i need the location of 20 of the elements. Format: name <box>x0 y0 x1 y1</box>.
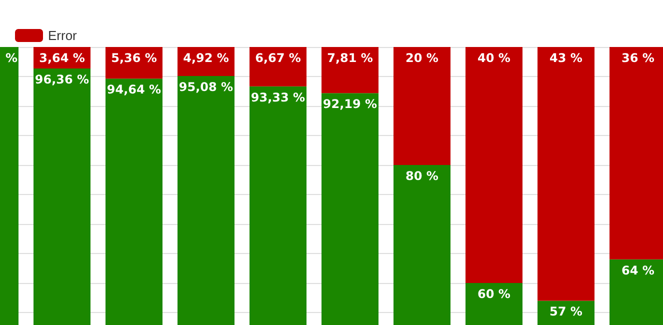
data-label: 3,64 % <box>39 51 85 65</box>
data-label: 93,33 % <box>250 90 306 104</box>
data-label: 7,81 % <box>327 51 373 65</box>
data-label: 64 % <box>622 263 654 278</box>
data-label: % <box>5 51 18 65</box>
data-label: 94,64 % <box>106 82 162 97</box>
legend-label: Error <box>48 28 78 43</box>
data-label: 5,36 % <box>111 51 157 65</box>
data-label: 43 % <box>550 51 582 65</box>
data-label: 4,92 % <box>183 51 229 65</box>
data-label: 60 % <box>478 287 510 301</box>
data-label: 92,19 % <box>322 97 378 112</box>
data-label: 95,08 % <box>178 80 234 94</box>
data-label: 80 % <box>406 169 438 183</box>
data-label: 96,36 % <box>34 72 90 86</box>
data-label: 6,67 % <box>255 51 301 65</box>
data-label: 40 % <box>478 51 510 65</box>
data-label: 36 % <box>622 51 654 65</box>
data-label: 20 % <box>406 51 438 65</box>
data-label: 57 % <box>550 304 582 319</box>
